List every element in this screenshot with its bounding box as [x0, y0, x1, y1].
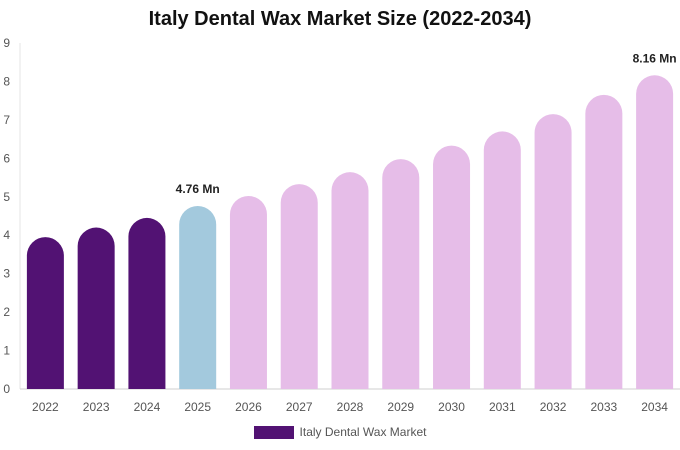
- bar-2025: [179, 206, 217, 389]
- bar-2032: [534, 114, 572, 389]
- bar-2024: [128, 217, 166, 389]
- bar-2033: [585, 94, 623, 390]
- legend-swatch: [253, 425, 294, 439]
- y-tick-label: 1: [3, 344, 10, 358]
- x-tick-label: 2034: [641, 400, 668, 414]
- x-axis-ticks: 2022 2023 2024 2025 2026 2027 2028 2029 2030 2031…: [32, 400, 668, 414]
- y-axis-ticks: 0 1 2 3 4 5 6 7 8 9: [3, 36, 10, 396]
- y-tick-label: 8: [3, 74, 10, 88]
- y-tick-label: 0: [3, 382, 10, 396]
- bar-2034: [636, 75, 674, 389]
- y-tick-label: 6: [3, 151, 10, 165]
- x-tick-label: 2022: [32, 400, 59, 414]
- x-tick-label: 2029: [387, 400, 414, 414]
- y-tick-label: 4: [3, 228, 10, 242]
- y-tick-label: 5: [3, 190, 10, 204]
- y-tick-label: 3: [3, 267, 10, 281]
- bar-2031: [483, 131, 521, 389]
- bars: [26, 75, 674, 390]
- bar-2022: [26, 237, 64, 389]
- bar-2027: [280, 184, 318, 389]
- bar-2026: [229, 196, 267, 389]
- chart-title: Italy Dental Wax Market Size (2022-2034): [148, 8, 532, 30]
- data-label: 4.76 Mn: [176, 182, 220, 196]
- bar-2023: [77, 227, 115, 389]
- x-tick-label: 2023: [83, 400, 110, 414]
- x-tick-label: 2032: [540, 400, 567, 414]
- x-tick-label: 2031: [489, 400, 516, 414]
- x-tick-label: 2026: [235, 400, 262, 414]
- y-tick-label: 2: [3, 305, 10, 319]
- x-tick-label: 2024: [134, 400, 161, 414]
- bar-2030: [433, 145, 471, 389]
- bar-2029: [382, 159, 420, 389]
- x-tick-label: 2030: [438, 400, 465, 414]
- x-tick-label: 2028: [337, 400, 364, 414]
- legend-label: Italy Dental Wax Market: [299, 425, 427, 439]
- x-tick-label: 2033: [590, 400, 617, 414]
- x-tick-label: 2025: [184, 400, 211, 414]
- y-tick-label: 9: [3, 36, 10, 50]
- data-labels: 4.76 Mn 8.16 Mn: [176, 51, 677, 196]
- x-tick-label: 2027: [286, 400, 313, 414]
- legend: Italy Dental Wax Market: [0, 425, 680, 439]
- data-label: 8.16 Mn: [633, 51, 677, 65]
- bar-2028: [331, 172, 369, 389]
- y-tick-label: 7: [3, 113, 10, 127]
